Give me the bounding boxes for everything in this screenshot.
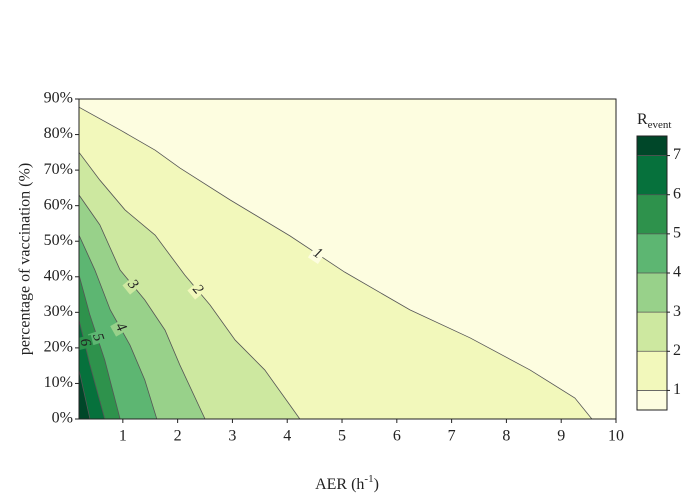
colorbar-tick-label: 5	[673, 225, 681, 242]
colorbar-tick-label: 7	[673, 146, 681, 163]
y-axis-label: percentage of vaccination (%)	[17, 163, 34, 355]
x-tick-label: 9	[557, 428, 565, 445]
colorbar-tick-label: 4	[673, 264, 681, 281]
x-tick-label: 7	[448, 428, 456, 445]
x-tick-label: 10	[608, 428, 624, 445]
x-tick-label: 3	[228, 428, 236, 445]
contour-label: 6	[76, 337, 93, 349]
x-axis-label: AER (h-1)	[315, 473, 379, 493]
colorbar-band	[637, 273, 667, 313]
colorbar-tick-label: 2	[673, 342, 681, 359]
contour-fill	[79, 320, 105, 419]
contour-label-bg	[110, 318, 131, 337]
y-tick-label: 40%	[44, 267, 73, 284]
contour-label-bg	[79, 334, 94, 351]
x-tick-label: 6	[393, 428, 401, 445]
y-tick-label: 90%	[44, 90, 73, 107]
colorbar-band	[637, 312, 667, 352]
contour-label-bg	[307, 244, 327, 265]
colorbar-band	[637, 390, 667, 410]
colorbar-title: Revent	[637, 111, 672, 131]
y-tick-label: 20%	[44, 339, 73, 356]
y-tick-label: 60%	[44, 196, 73, 213]
y-tick-label: 70%	[44, 161, 73, 178]
y-tick-label: 50%	[44, 232, 73, 249]
colorbar-tick-label: 6	[673, 185, 681, 202]
x-tick-label: 5	[338, 428, 346, 445]
colorbar-band	[637, 136, 667, 156]
y-tick-label: 10%	[44, 374, 73, 391]
y-tick-label: 0%	[52, 410, 73, 427]
y-tick-label: 80%	[44, 125, 73, 142]
colorbar-band	[637, 351, 667, 391]
colorbar-band	[637, 233, 667, 273]
x-tick-label: 4	[283, 428, 291, 445]
x-tick-label: 8	[502, 428, 510, 445]
contour-line	[79, 320, 106, 419]
colorbar-tick-label: 3	[673, 303, 681, 320]
x-tick-label: 1	[119, 428, 127, 445]
y-tick-label: 30%	[44, 303, 73, 320]
contour-label-bg	[187, 280, 208, 300]
plot-frame	[78, 98, 617, 420]
x-tick-label: 2	[174, 428, 182, 445]
contour-line	[79, 194, 206, 419]
contour-label-bg	[87, 329, 107, 346]
colorbar-band	[637, 194, 667, 234]
contour-label-bg	[122, 275, 143, 295]
colorbar-band	[637, 155, 667, 195]
contour-line	[79, 369, 91, 419]
colorbar-tick-label: 1	[673, 381, 681, 398]
